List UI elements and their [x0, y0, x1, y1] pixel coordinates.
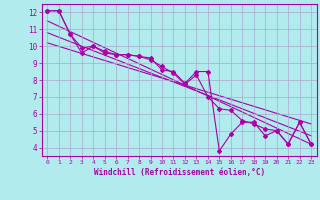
X-axis label: Windchill (Refroidissement éolien,°C): Windchill (Refroidissement éolien,°C): [94, 168, 265, 177]
